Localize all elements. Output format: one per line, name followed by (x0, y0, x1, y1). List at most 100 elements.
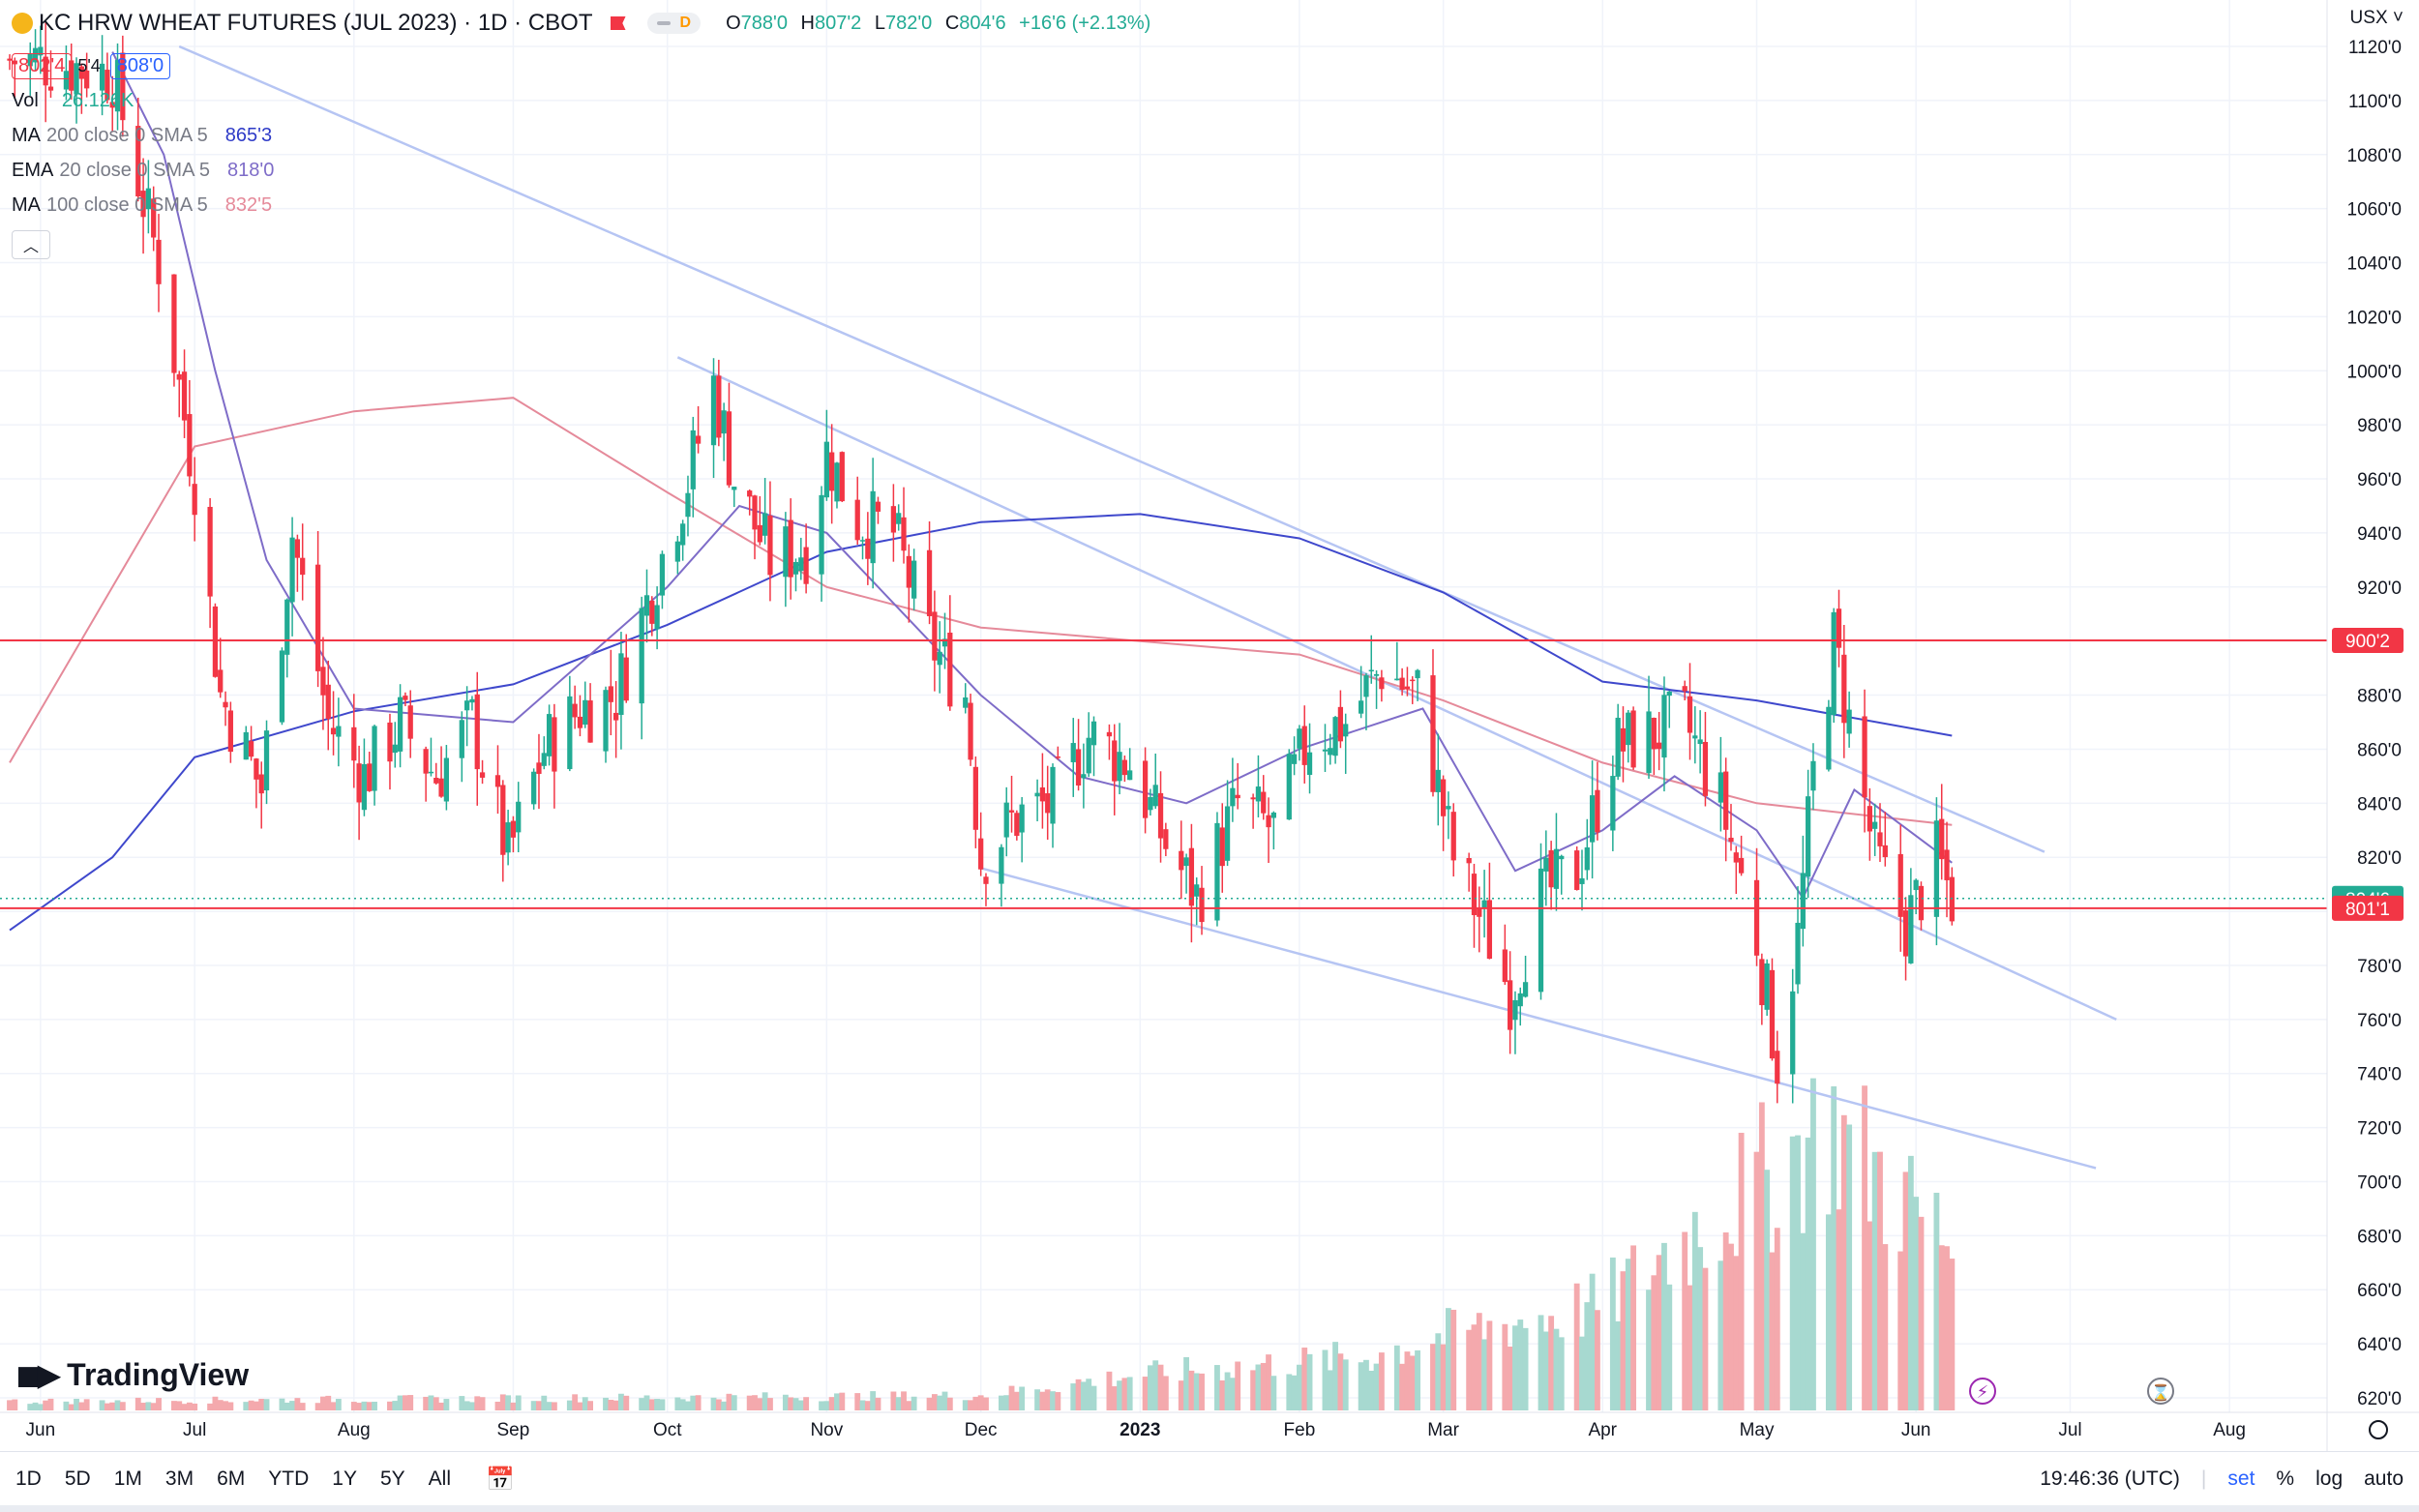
indicator-row[interactable]: MA 200 close 0 SMA 5 865'3 (12, 118, 1150, 153)
candle-body (1039, 786, 1046, 802)
candle-body (1306, 752, 1313, 776)
indicator-row[interactable]: Vol 26.126K (12, 83, 1150, 118)
range-button-5y[interactable]: 5Y (379, 1468, 405, 1490)
candle-body (1543, 857, 1549, 872)
candle-body (1841, 654, 1847, 724)
volume-bar (145, 1402, 152, 1410)
clock-time[interactable]: 19:46:36 (UTC) (2040, 1468, 2180, 1490)
data-status-pill[interactable]: D (646, 13, 702, 34)
collapse-legend-button[interactable]: ︿ (12, 230, 50, 259)
volume-bar (1651, 1275, 1657, 1410)
volume-bar (217, 1400, 224, 1410)
range-button-ytd[interactable]: YTD (268, 1468, 310, 1490)
time-tick-label: Dec (965, 1420, 998, 1440)
candle-body (1913, 879, 1919, 891)
volume-bar (788, 1397, 794, 1410)
price-tick-label: 880'0 (2357, 687, 2402, 707)
price-chart[interactable]: 620'0 640'0 660'0 680'0 700'0 720'0 740'0 760'0… (0, 0, 2419, 1451)
volume-bar (1142, 1377, 1149, 1410)
candle-body (875, 501, 881, 512)
candle-body (284, 599, 290, 655)
volume-bar (1682, 1231, 1688, 1410)
volume-bar (1445, 1308, 1451, 1410)
price-tick-label: 840'0 (2357, 794, 2402, 815)
indicator-value: 832'5 (224, 193, 273, 216)
log-scale-button[interactable]: log (2315, 1468, 2344, 1490)
candle-body (1230, 787, 1236, 807)
volume-bar (1522, 1327, 1529, 1410)
price-tick-label: 640'0 (2357, 1335, 2402, 1355)
volume-bar (150, 1403, 157, 1410)
volume-bar (623, 1395, 630, 1410)
volume-bar (1609, 1257, 1616, 1410)
price-tick-label: 1100'0 (2348, 92, 2402, 112)
symbol-title[interactable]: KC HRW WHEAT FUTURES (JUL 2023) · 1D · C… (39, 10, 593, 36)
volume-bar (1214, 1365, 1220, 1410)
range-button-6m[interactable]: 6M (217, 1468, 246, 1490)
ask-price-box[interactable]: 808'0 (109, 52, 171, 79)
volume-bar (1152, 1360, 1159, 1410)
indicator-params: 100 close 0 SMA 5 (46, 193, 208, 216)
volume-bar (1327, 1370, 1333, 1410)
delayed-badge: D (679, 15, 692, 31)
candle-body (1933, 820, 1940, 917)
volume-bar (109, 1402, 116, 1410)
range-button-1m[interactable]: 1M (113, 1468, 142, 1490)
candle-body (433, 778, 439, 784)
candlesticks (7, 20, 1955, 1104)
indicator-row[interactable]: EMA 20 close 0 SMA 5 818'0 (12, 153, 1150, 188)
volume-bar (402, 1395, 408, 1410)
range-button-all[interactable]: All (428, 1468, 451, 1490)
candle-body (552, 717, 557, 772)
volume-bar (1825, 1214, 1832, 1410)
volume-bar (1589, 1273, 1596, 1410)
candle-body (1086, 737, 1091, 774)
volume-bar (510, 1402, 517, 1410)
candle-body (1430, 675, 1436, 792)
volume-bar (911, 1396, 917, 1410)
candle-body (1322, 749, 1329, 752)
volume-bar (972, 1396, 979, 1410)
bid-price-box[interactable]: 802'4 (12, 52, 73, 79)
indicator-row[interactable]: MA 100 close 0 SMA 5 832'5 (12, 188, 1150, 222)
volume-bar (1476, 1313, 1482, 1410)
volume-bar (577, 1402, 583, 1410)
candle-body (1471, 874, 1478, 915)
candle-body (1394, 678, 1400, 681)
volume-bar (803, 1397, 810, 1410)
candle-body (84, 70, 90, 89)
flag-icon[interactable] (610, 16, 626, 30)
candle-body (906, 555, 911, 588)
volume-bar (356, 1403, 363, 1410)
calendar-icon[interactable]: 📅 (486, 1466, 515, 1493)
set-button[interactable]: set (2227, 1468, 2255, 1490)
candle-body (1764, 963, 1770, 1010)
candle-body (854, 499, 860, 541)
candle-body (798, 557, 804, 572)
volume-bar (104, 1403, 110, 1410)
volume-bar (1862, 1085, 1867, 1410)
candle-body (983, 876, 989, 884)
candle-body (788, 519, 793, 578)
volume-bar (1769, 1252, 1776, 1410)
range-button-1y[interactable]: 1Y (332, 1468, 357, 1490)
volume-bar (1039, 1391, 1046, 1410)
indicator-name: MA (12, 124, 41, 146)
auto-scale-button[interactable]: auto (2364, 1468, 2404, 1490)
range-button-5d[interactable]: 5D (64, 1468, 91, 1490)
candle-body (757, 524, 762, 543)
candle-body (1717, 772, 1723, 803)
percent-scale-button[interactable]: % (2276, 1468, 2295, 1490)
candle-body (479, 772, 486, 778)
volume-bar (32, 1402, 39, 1410)
volume-bar (1301, 1348, 1308, 1410)
volume-bar (648, 1399, 655, 1410)
candle-body (1379, 677, 1385, 690)
candle-body (1867, 806, 1873, 832)
volume-bar (1224, 1372, 1231, 1410)
candle-body (1502, 949, 1508, 983)
volume-bar (1117, 1380, 1122, 1410)
range-button-3m[interactable]: 3M (164, 1468, 194, 1490)
currency-selector[interactable]: USX ˅ (2349, 8, 2404, 28)
range-button-1d[interactable]: 1D (15, 1468, 42, 1490)
